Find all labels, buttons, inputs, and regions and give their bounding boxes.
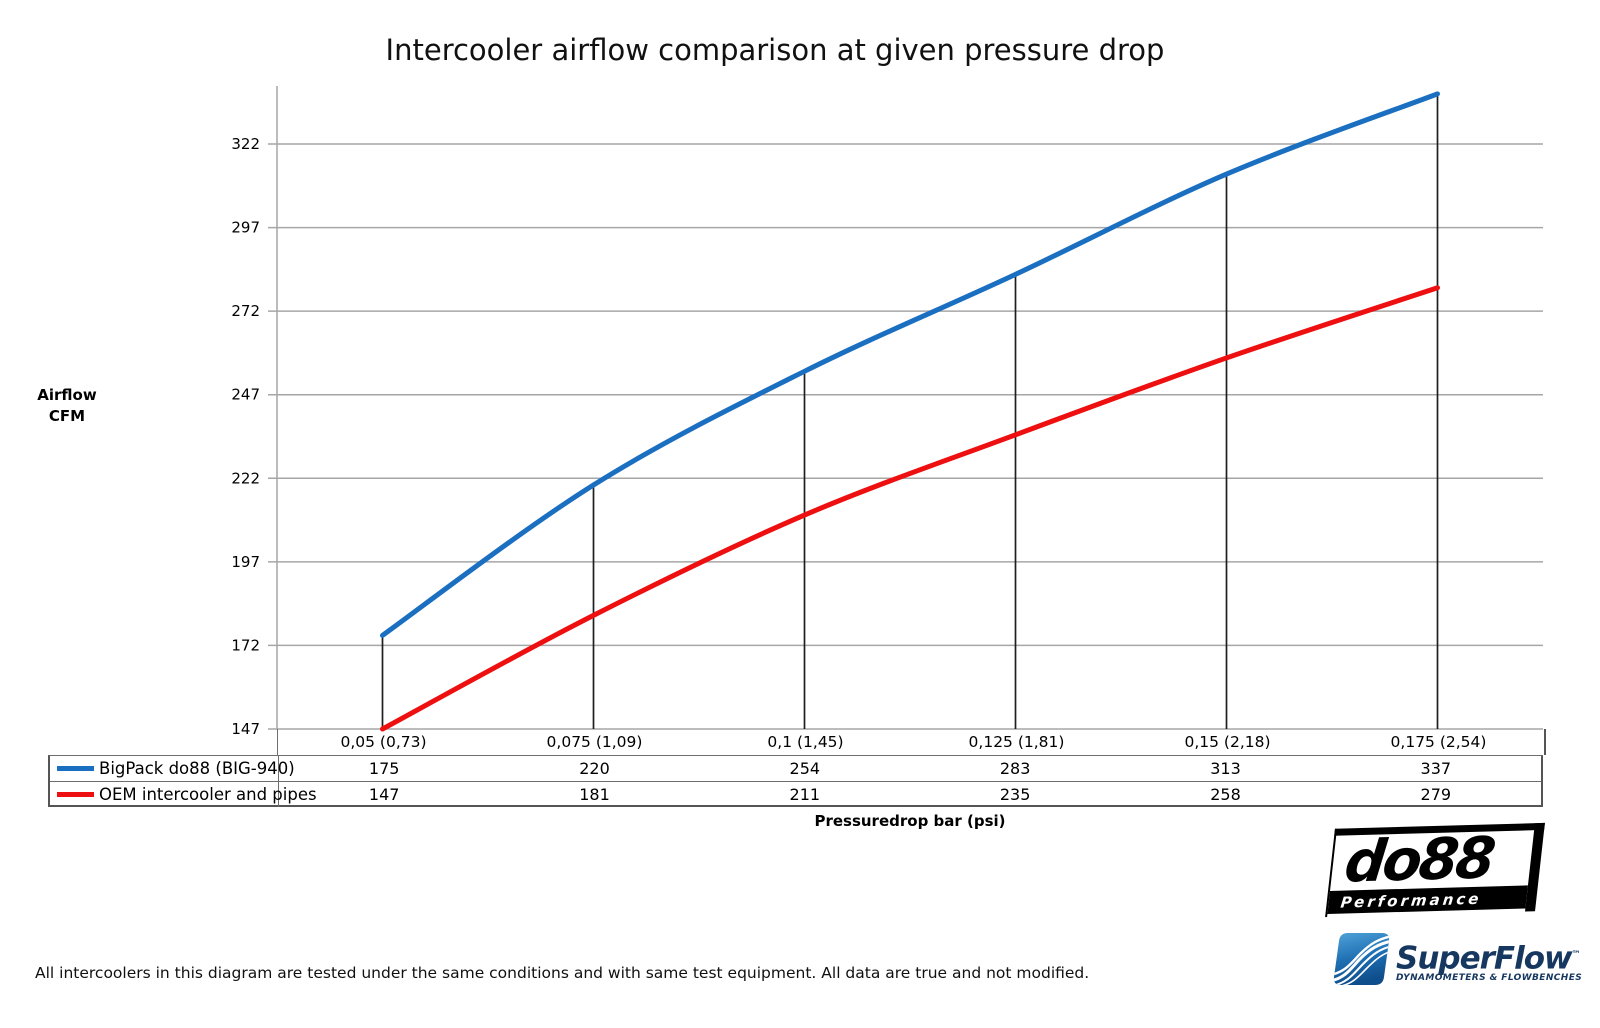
x-tick-label: 0,15 (2,18) — [1184, 733, 1271, 751]
superflow-logo: SuperFlow™ DYNAMOMETERS & FLOWBENCHES — [1330, 928, 1582, 988]
legend-cell: OEM intercooler and pipes — [50, 782, 317, 807]
y-axis-title: Airflow CFM — [28, 385, 106, 427]
value-cell: 211 — [789, 785, 821, 804]
value-cell: 235 — [999, 785, 1031, 804]
value-cell: 258 — [1210, 785, 1241, 804]
do88-logo-wordmark: do88 — [1341, 825, 1497, 896]
value-cell: 313 — [1210, 759, 1241, 778]
value-cell: 279 — [1420, 785, 1452, 804]
series-line-bigpack-do88-big-940- — [380, 91, 1440, 638]
y-tick-label: 222 — [231, 469, 260, 487]
x-axis-category-row: 0,05 (0,73) 0,075 (1,09) 0,1 (1,45) 0,125 (… — [277, 729, 1546, 755]
y-tick-label: 147 — [231, 720, 260, 738]
y-tick-label: 322 — [231, 135, 260, 153]
disclaimer-text: All intercoolers in this diagram are tes… — [35, 964, 1090, 982]
superflow-wave-icon — [1333, 933, 1390, 985]
superflow-tagline: DYNAMOMETERS & FLOWBENCHES — [1396, 973, 1583, 984]
y-tick-label: 272 — [231, 302, 260, 320]
y-axis-title-line2: CFM — [48, 407, 86, 425]
value-cell: 147 — [368, 785, 400, 804]
legend-swatch — [57, 792, 94, 797]
x-tick-label: 0,05 (0,73) — [340, 733, 427, 751]
value-cell: 254 — [789, 759, 821, 778]
superflow-text-block: SuperFlow™ DYNAMOMETERS & FLOWBENCHES — [1396, 928, 1586, 984]
legend-swatch — [57, 766, 94, 771]
y-tick-label: 172 — [231, 636, 260, 654]
superflow-wordmark: SuperFlow™ — [1396, 940, 1581, 977]
table-row: BigPack do88 (BIG-940) 175 220 254 283 313 337 — [50, 756, 1541, 782]
y-tick-label: 247 — [231, 386, 260, 404]
data-table: BigPack do88 (BIG-940) 175 220 254 283 313 337… — [48, 755, 1543, 807]
legend-cell: BigPack do88 (BIG-940) — [50, 756, 295, 781]
value-cell: 175 — [368, 759, 400, 778]
value-cell: 220 — [579, 759, 610, 778]
y-tick-label: 297 — [231, 219, 260, 237]
series-line-oem-intercooler-and-pipes — [380, 285, 1440, 732]
value-cell: 283 — [999, 759, 1031, 778]
value-cell: 337 — [1420, 759, 1452, 778]
x-tick-label: 0,125 (1,81) — [968, 733, 1065, 751]
trademark-symbol: ™ — [1571, 950, 1581, 960]
x-tick-label: 0,175 (2,54) — [1390, 733, 1487, 751]
x-axis-title: Pressuredrop bar (psi) — [814, 812, 1006, 830]
y-axis-title-line1: Airflow — [37, 386, 97, 404]
legend-label: BigPack do88 (BIG-940) — [99, 759, 295, 778]
value-cell: 181 — [579, 785, 610, 804]
page-title: Intercooler airflow comparison at given … — [385, 33, 1165, 67]
do88-logo: do88 Performance — [1325, 822, 1545, 918]
x-tick-label: 0,1 (1,45) — [767, 733, 844, 751]
table-row: OEM intercooler and pipes 147 181 211 235 258… — [50, 782, 1541, 807]
x-tick-label: 0,075 (1,09) — [546, 733, 643, 751]
y-tick-label: 197 — [231, 553, 260, 571]
legend-label: OEM intercooler and pipes — [99, 785, 317, 804]
